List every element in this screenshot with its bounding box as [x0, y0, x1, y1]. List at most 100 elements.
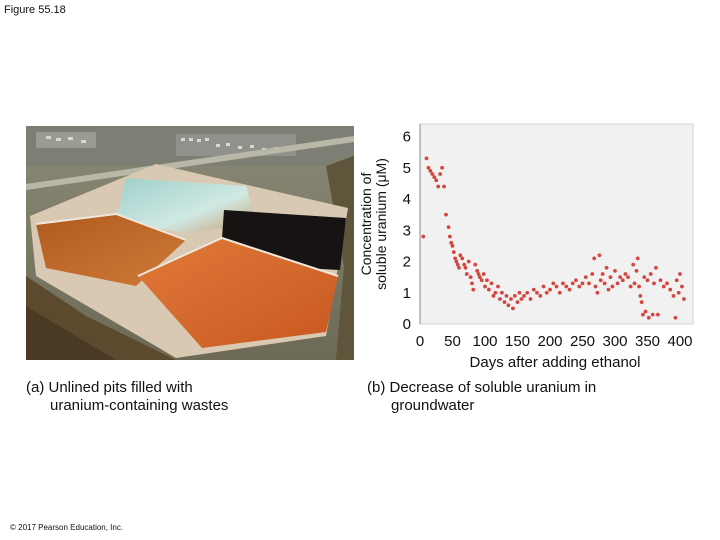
- data-point: [628, 284, 633, 289]
- data-point: [652, 281, 656, 286]
- data-point: [626, 275, 630, 280]
- data-point: [471, 287, 476, 292]
- data-point: [639, 300, 644, 305]
- data-point: [455, 262, 460, 267]
- data-point: [602, 281, 607, 286]
- data-point: [515, 300, 520, 305]
- data-point: [438, 172, 443, 176]
- copyright-notice: © 2017 Pearson Education, Inc.: [10, 523, 124, 532]
- data-point: [444, 212, 448, 217]
- data-point: [511, 306, 515, 311]
- data-point: [678, 272, 682, 276]
- panel-a-caption-line2: uranium-containing wastes: [50, 397, 229, 414]
- data-point: [554, 284, 559, 289]
- data-point: [477, 275, 482, 280]
- data-point: [661, 284, 666, 289]
- data-point: [491, 293, 496, 298]
- data-point: [600, 272, 605, 276]
- data-point: [658, 278, 663, 283]
- data-point: [426, 165, 431, 170]
- data-point: [608, 275, 613, 280]
- data-point: [473, 262, 478, 267]
- data-point: [464, 272, 469, 276]
- data-point: [613, 268, 617, 273]
- data-point: [577, 284, 582, 289]
- data-point: [462, 262, 467, 267]
- data-point: [493, 290, 498, 295]
- data-point: [468, 275, 473, 280]
- data-point: [434, 178, 439, 183]
- x-tick-label: 0: [416, 333, 424, 350]
- data-point: [463, 265, 468, 270]
- data-point: [519, 297, 524, 301]
- data-point: [632, 281, 637, 286]
- data-point: [449, 240, 454, 245]
- x-tick-label: 150: [505, 333, 530, 350]
- data-point: [457, 265, 461, 270]
- data-point: [590, 272, 595, 276]
- y-tick-label: 4: [403, 191, 411, 208]
- data-point: [673, 315, 678, 320]
- data-point: [646, 315, 651, 320]
- data-point: [557, 290, 562, 295]
- data-point: [650, 312, 655, 317]
- data-point: [598, 278, 603, 283]
- uranium-scatter-chart: 0 1 2 3 4 5 6 0 50 100 150 200 250 300 350 400: [403, 123, 694, 350]
- data-point: [597, 253, 602, 258]
- x-axis-label: Days after adding ethanol: [469, 354, 641, 371]
- data-point: [620, 278, 625, 283]
- data-point: [453, 256, 457, 261]
- panel-b-caption-line2: groundwater: [391, 397, 475, 414]
- data-point: [574, 278, 578, 283]
- data-point: [541, 284, 546, 289]
- data-point: [618, 275, 623, 280]
- panel-b-caption: (b) Decrease of soluble uranium in groun…: [367, 379, 596, 415]
- data-point: [544, 290, 549, 295]
- data-point: [479, 278, 484, 283]
- plot-area: [419, 123, 694, 325]
- figure-label: Figure 55.18: [4, 4, 66, 16]
- data-point: [595, 290, 600, 295]
- data-point: [513, 293, 517, 298]
- x-tick-label: 350: [635, 333, 660, 350]
- data-point: [450, 243, 455, 248]
- data-point: [485, 278, 489, 283]
- data-point: [674, 278, 679, 283]
- data-point: [643, 309, 648, 314]
- y-tick-label: 5: [403, 160, 411, 177]
- data-point: [610, 284, 615, 289]
- data-point: [641, 312, 645, 317]
- y-tick-label: 3: [403, 222, 411, 239]
- data-point: [634, 268, 639, 273]
- data-point: [448, 234, 452, 239]
- data-point: [424, 156, 429, 161]
- data-point: [498, 297, 502, 301]
- data-point: [671, 293, 676, 298]
- data-point: [623, 272, 628, 276]
- x-tick-label: 200: [537, 333, 562, 350]
- data-point: [487, 287, 491, 292]
- data-point: [604, 265, 609, 270]
- y-tick-label: 1: [403, 285, 411, 302]
- data-point: [676, 290, 681, 295]
- data-point: [470, 281, 474, 286]
- data-point: [440, 165, 444, 170]
- data-point: [593, 284, 598, 289]
- data-point: [458, 253, 463, 258]
- data-point: [460, 256, 465, 261]
- data-point: [583, 275, 588, 280]
- data-point: [538, 293, 543, 298]
- data-point: [551, 281, 556, 286]
- y-tick-label: 6: [403, 129, 411, 146]
- x-tick-label: 400: [667, 333, 692, 350]
- panel-a-caption-line1: (a) Unlined pits filled with: [26, 379, 193, 396]
- data-point: [580, 281, 585, 286]
- data-point: [642, 275, 647, 280]
- data-point: [631, 262, 636, 267]
- x-tick-label: 50: [444, 333, 461, 350]
- data-point: [454, 259, 459, 264]
- data-point: [481, 272, 486, 276]
- x-tick-label: 100: [472, 333, 497, 350]
- data-point: [567, 287, 572, 292]
- data-point: [615, 281, 620, 286]
